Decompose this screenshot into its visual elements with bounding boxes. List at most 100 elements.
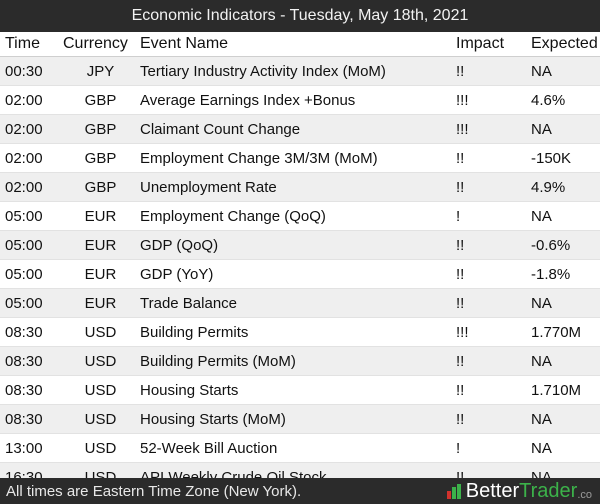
- cell-time: 00:30: [0, 56, 63, 86]
- cell-event-name: Tertiary Industry Activity Index (MoM): [138, 56, 452, 86]
- cell-time: 05:00: [0, 201, 63, 231]
- table-row: 08:30 USD Housing Starts!! 1.710M: [0, 375, 600, 405]
- brand-text-trader: Trader: [519, 479, 578, 502]
- cell-event-name: Employment Change 3M/3M (MoM): [138, 143, 452, 173]
- table-row: 05:00 EUR Employment Change (QoQ)! NA: [0, 201, 600, 231]
- cell-currency: JPY: [63, 56, 138, 86]
- cell-event-name: 52-Week Bill Auction: [138, 433, 452, 463]
- cell-currency: USD: [63, 346, 138, 376]
- cell-time: 05:00: [0, 230, 63, 260]
- cell-impact: !!!: [452, 85, 526, 115]
- cell-time: 05:00: [0, 259, 63, 289]
- cell-expected: NA: [526, 201, 600, 231]
- cell-impact: !: [452, 201, 526, 231]
- widget-title: Economic Indicators - Tuesday, May 18th,…: [0, 0, 600, 32]
- cell-event-name: Employment Change (QoQ): [138, 201, 452, 231]
- table-header-row: Time Currency Event Name Impact Expected: [0, 32, 600, 57]
- cell-expected: NA: [526, 346, 600, 376]
- cell-time: 05:00: [0, 288, 63, 318]
- table-row: 08:30 USD Building Permits!!! 1.770M: [0, 317, 600, 347]
- brand-logo: Better Trader .co: [446, 480, 600, 503]
- column-header-impact: Impact: [452, 32, 526, 57]
- table-row: 02:00 GBP Claimant Count Change!!! NA: [0, 114, 600, 144]
- cell-expected: -0.6%: [526, 230, 600, 260]
- cell-impact: !!!: [452, 114, 526, 144]
- cell-currency: GBP: [63, 143, 138, 173]
- column-header-event-name: Event Name: [138, 32, 452, 57]
- cell-time: 08:30: [0, 375, 63, 405]
- table-row: 05:00 EUR GDP (YoY)!! -1.8%: [0, 259, 600, 289]
- table-row: 13:00 USD 52-Week Bill Auction! NA: [0, 433, 600, 463]
- cell-event-name: Claimant Count Change: [138, 114, 452, 144]
- cell-impact: !!: [452, 143, 526, 173]
- cell-currency: EUR: [63, 288, 138, 318]
- cell-expected: 4.9%: [526, 172, 600, 202]
- cell-currency: USD: [63, 433, 138, 463]
- cell-expected: 4.6%: [526, 85, 600, 115]
- cell-time: 02:00: [0, 172, 63, 202]
- cell-time: 02:00: [0, 114, 63, 144]
- cell-currency: EUR: [63, 230, 138, 260]
- cell-impact: !!: [452, 375, 526, 405]
- table-row: 05:00 EUR Trade Balance!! NA: [0, 288, 600, 318]
- cell-expected: NA: [526, 288, 600, 318]
- cell-currency: GBP: [63, 172, 138, 202]
- cell-impact: !!: [452, 56, 526, 86]
- table-row: 05:00 EUR GDP (QoQ)!! -0.6%: [0, 230, 600, 260]
- cell-expected: NA: [526, 56, 600, 86]
- footer-bar: All times are Eastern Time Zone (New Yor…: [0, 478, 600, 504]
- timezone-note: All times are Eastern Time Zone (New Yor…: [6, 482, 302, 500]
- cell-event-name: Trade Balance: [138, 288, 452, 318]
- cell-event-name: Average Earnings Index +Bonus: [138, 85, 452, 115]
- table-row: 02:00 GBP Unemployment Rate!! 4.9%: [0, 172, 600, 202]
- cell-impact: !: [452, 433, 526, 463]
- events-table: Time Currency Event Name Impact Expected…: [0, 32, 600, 491]
- cell-currency: USD: [63, 317, 138, 347]
- cell-expected: NA: [526, 404, 600, 434]
- cell-currency: USD: [63, 375, 138, 405]
- column-header-expected: Expected: [526, 32, 600, 57]
- cell-expected: 1.710M: [526, 375, 600, 405]
- cell-time: 08:30: [0, 404, 63, 434]
- cell-impact: !!: [452, 230, 526, 260]
- cell-expected: NA: [526, 433, 600, 463]
- cell-expected: -150K: [526, 143, 600, 173]
- cell-time: 02:00: [0, 85, 63, 115]
- cell-currency: GBP: [63, 85, 138, 115]
- cell-currency: GBP: [63, 114, 138, 144]
- cell-time: 02:00: [0, 143, 63, 173]
- cell-currency: EUR: [63, 201, 138, 231]
- cell-impact: !!: [452, 259, 526, 289]
- cell-impact: !!: [452, 172, 526, 202]
- cell-impact: !!: [452, 346, 526, 376]
- table-body: 00:30 JPY Tertiary Industry Activity Index…: [0, 56, 600, 491]
- cell-event-name: GDP (YoY): [138, 259, 452, 289]
- cell-time: 08:30: [0, 346, 63, 376]
- column-header-currency: Currency: [63, 32, 138, 57]
- cell-event-name: Unemployment Rate: [138, 172, 452, 202]
- cell-event-name: Housing Starts (MoM): [138, 404, 452, 434]
- table-row: 02:00 GBP Employment Change 3M/3M (MoM)!! -…: [0, 143, 600, 173]
- cell-expected: NA: [526, 114, 600, 144]
- brand-text-suffix: .co: [577, 488, 592, 501]
- cell-currency: EUR: [63, 259, 138, 289]
- table-row: 00:30 JPY Tertiary Industry Activity Index…: [0, 56, 600, 86]
- cell-time: 13:00: [0, 433, 63, 463]
- cell-time: 08:30: [0, 317, 63, 347]
- cell-event-name: Building Permits: [138, 317, 452, 347]
- cell-event-name: GDP (QoQ): [138, 230, 452, 260]
- cell-event-name: Housing Starts: [138, 375, 452, 405]
- cell-impact: !!!: [452, 317, 526, 347]
- table-row: 08:30 USD Building Permits (MoM)!! NA: [0, 346, 600, 376]
- cell-currency: USD: [63, 404, 138, 434]
- column-header-time: Time: [0, 32, 63, 57]
- cell-event-name: Building Permits (MoM): [138, 346, 452, 376]
- table-row: 02:00 GBP Average Earnings Index +Bonus!!!…: [0, 85, 600, 115]
- cell-impact: !!: [452, 288, 526, 318]
- cell-expected: -1.8%: [526, 259, 600, 289]
- brand-text-better: Better: [465, 479, 520, 502]
- bar-chart-logo-icon: [446, 484, 461, 499]
- table-row: 08:30 USD Housing Starts (MoM)!! NA: [0, 404, 600, 434]
- cell-impact: !!: [452, 404, 526, 434]
